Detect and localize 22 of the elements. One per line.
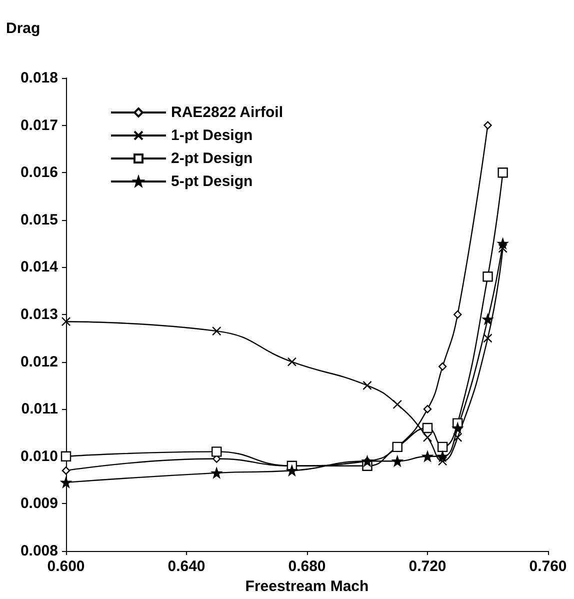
y-tick-label: 0.016 xyxy=(20,164,58,182)
y-tick-label: 0.011 xyxy=(21,400,58,418)
x-axis-title: Freestream Mach xyxy=(245,578,369,595)
legend-label: 2-pt Design xyxy=(171,150,253,167)
legend-label: 1-pt Design xyxy=(171,127,253,144)
y-tick-label: 0.012 xyxy=(20,353,58,370)
y-tick-label: 0.018 xyxy=(20,70,58,86)
y-tick-label: 0.009 xyxy=(20,495,58,512)
y-axis-title: Drag xyxy=(6,20,40,37)
x-tick-label: 0.600 xyxy=(47,558,85,575)
x-tick-label: 0.720 xyxy=(408,558,446,575)
x-tick-label: 0.640 xyxy=(168,558,206,575)
y-tick-label: 0.008 xyxy=(20,542,58,560)
y-tick-label: 0.013 xyxy=(20,306,58,323)
y-tick-label: 0.010 xyxy=(20,448,58,465)
x-tick-label: 0.760 xyxy=(529,558,567,575)
legend-label: RAE2822 Airfoil xyxy=(171,104,283,121)
y-tick-label: 0.014 xyxy=(20,258,59,276)
legend-label: 5-pt Design xyxy=(171,173,253,190)
y-tick-label: 0.015 xyxy=(20,211,58,228)
x-tick-label: 0.680 xyxy=(288,558,326,575)
y-tick-label: 0.017 xyxy=(20,116,58,134)
